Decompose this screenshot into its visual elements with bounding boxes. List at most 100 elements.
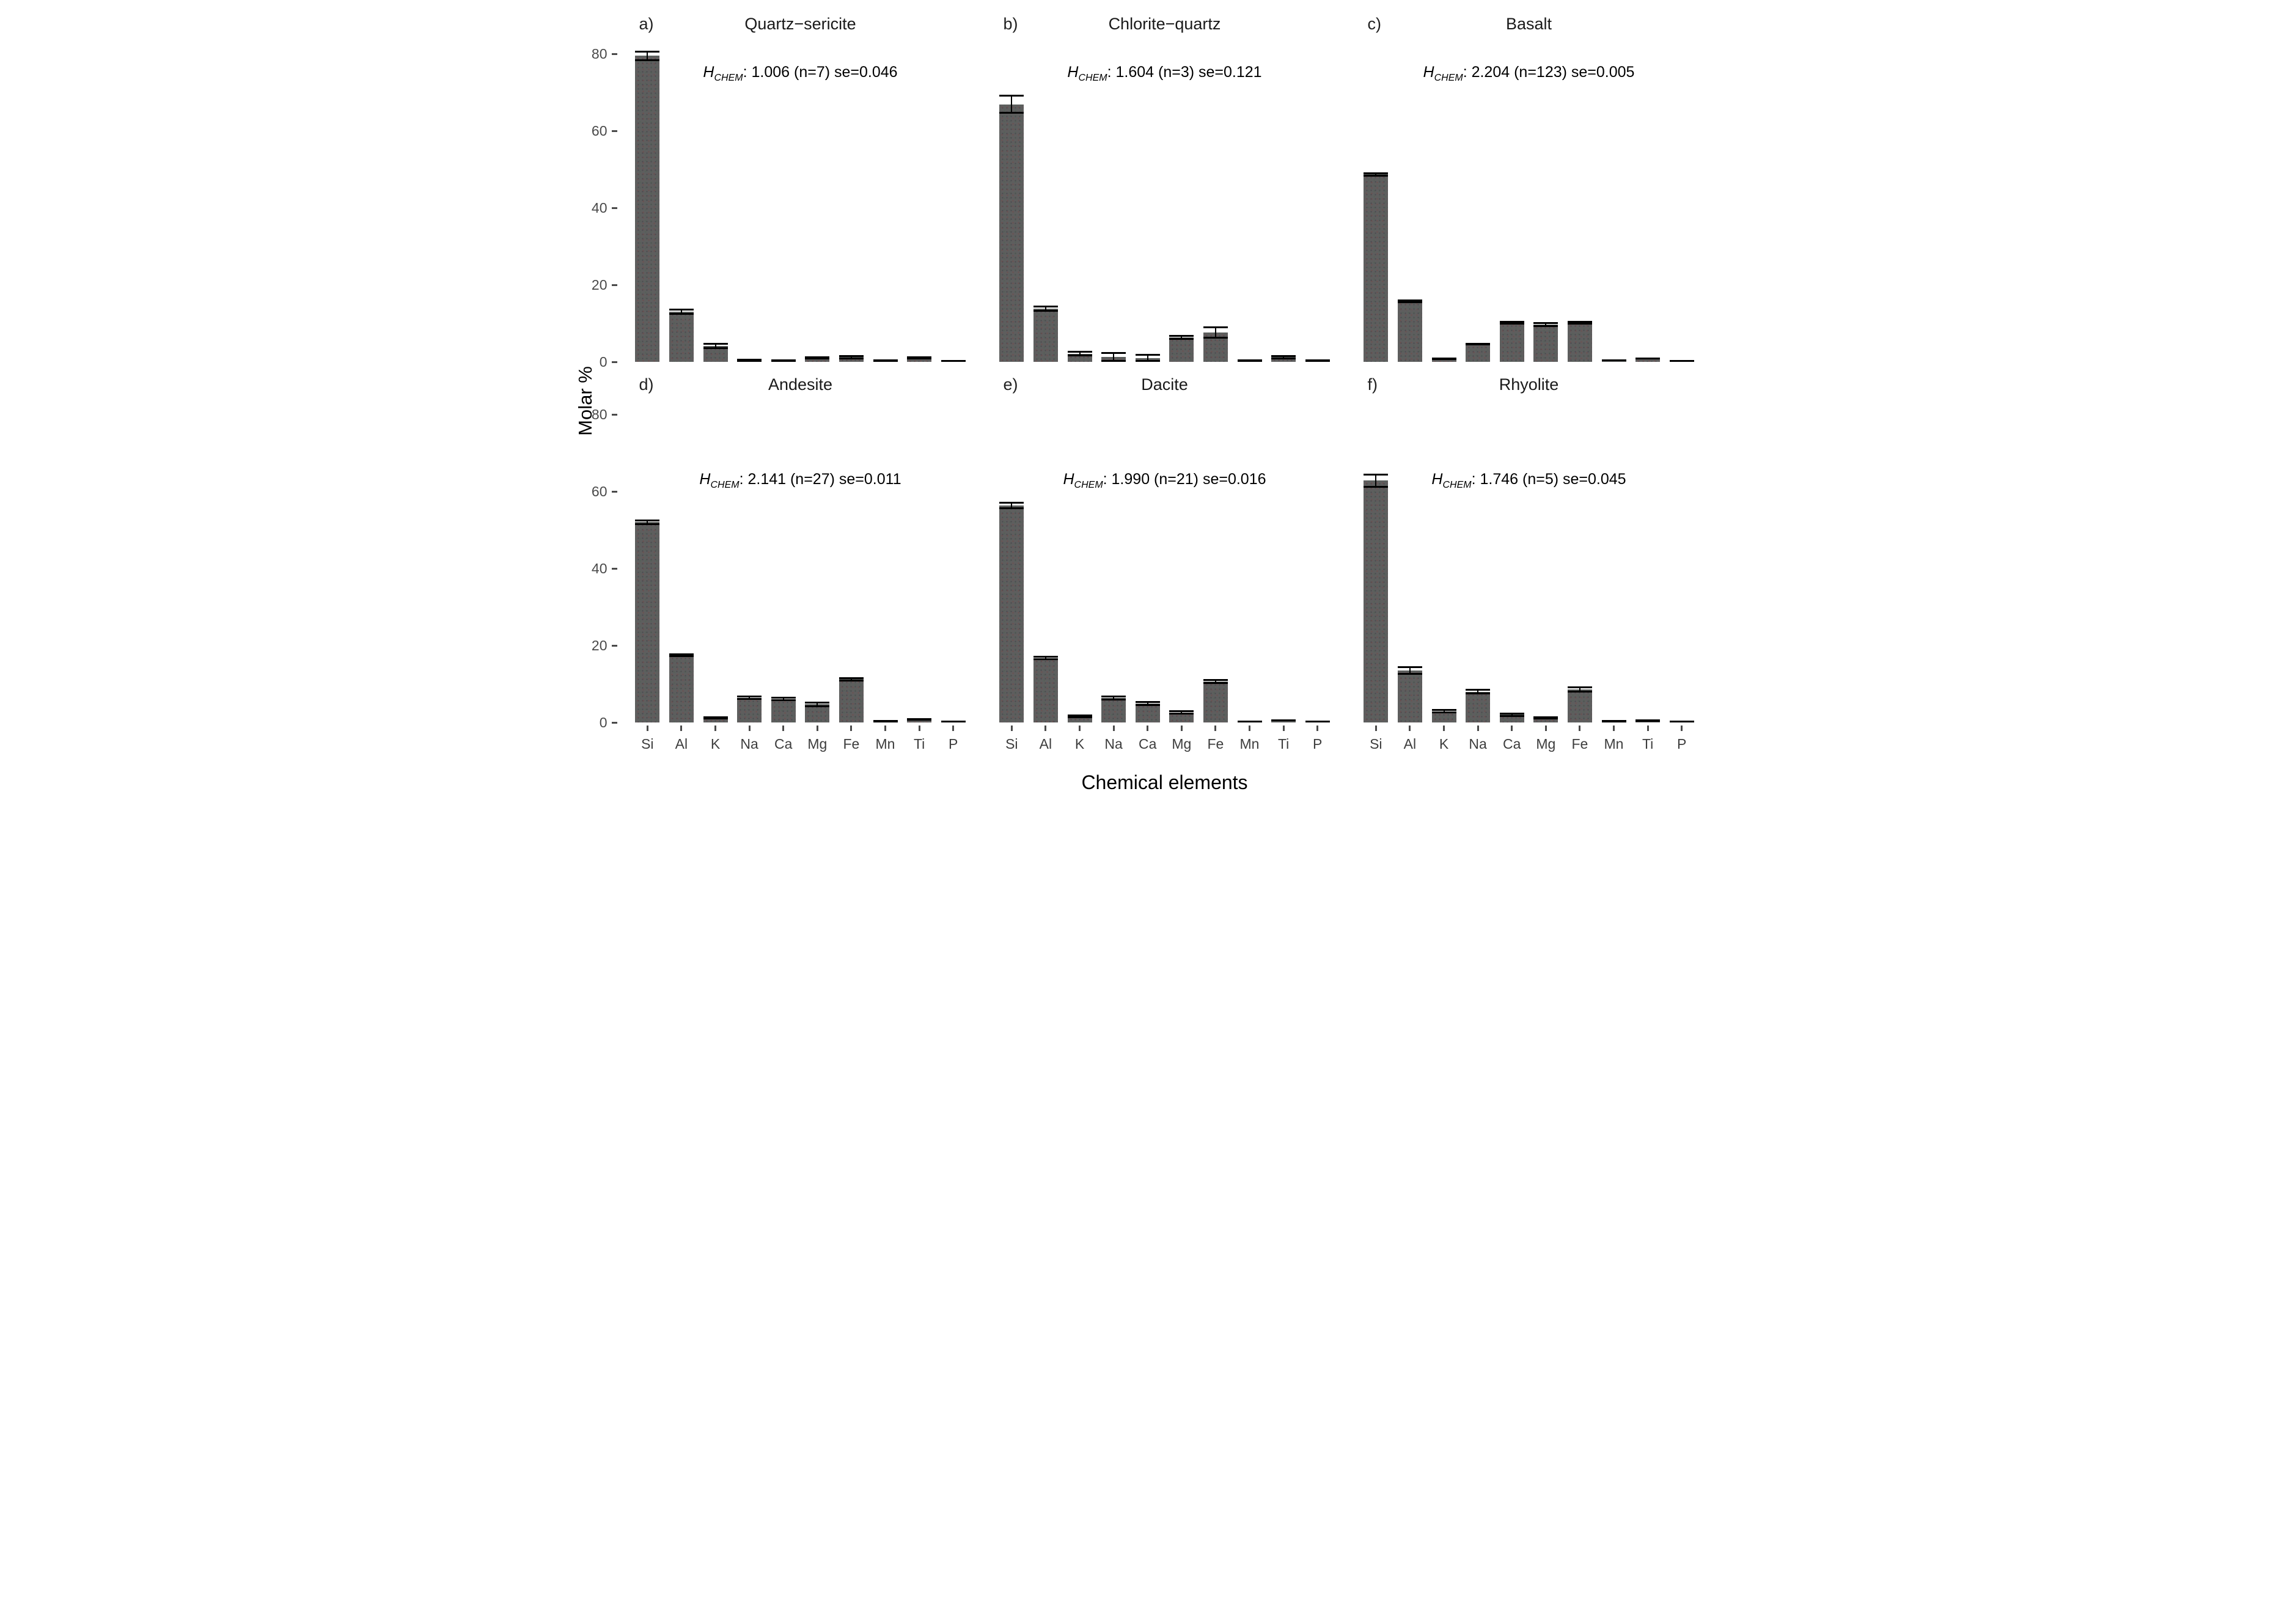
x-tick-label-ti: Ti xyxy=(1642,736,1654,752)
error-bar-cap-bottom xyxy=(1431,358,1456,361)
x-tick-mark xyxy=(816,726,818,731)
error-bar-cap-top xyxy=(1466,342,1491,345)
error-bar-cap-top xyxy=(1067,715,1092,717)
x-tick-label-fe: Fe xyxy=(1207,736,1224,752)
x-tick-mark xyxy=(1511,726,1513,731)
error-bar-cap-top xyxy=(1397,299,1422,302)
x-tick-mark xyxy=(748,726,751,731)
bar-al xyxy=(1397,670,1422,722)
y-tick-20: 20 xyxy=(572,638,617,653)
error-bar-cap-bottom xyxy=(1237,359,1262,362)
facet-row-1: a) Quartz−sericite HCHEM: 1.006 (n=7) se… xyxy=(572,9,1716,369)
y-tick-mark xyxy=(611,207,617,209)
error-bar-cap-top xyxy=(1397,666,1422,669)
x-axis-f: Si Al K Na Ca Mg Fe Mn Ti P xyxy=(1352,722,1706,765)
error-bar-line xyxy=(1375,173,1377,176)
error-bar-cap-top xyxy=(635,50,660,53)
x-tick-mark xyxy=(1409,726,1411,731)
panel-letter-f: f) xyxy=(1367,375,1378,394)
error-bar-line xyxy=(1181,336,1183,339)
error-bar-cap-top xyxy=(1271,355,1296,358)
panel-chlorite-quartz: b) Chlorite−quartz HCHEM: 1.604 (n=3) se… xyxy=(988,9,1342,362)
x-tick-mark xyxy=(714,726,716,731)
error-bar-cap-top xyxy=(1033,306,1058,308)
error-bar-cap-bottom xyxy=(1033,309,1058,312)
error-bar-cap-bottom xyxy=(1033,658,1058,661)
error-bar-cap-bottom xyxy=(1533,718,1558,720)
x-tick-label-na: Na xyxy=(740,736,758,752)
x-tick-label-p: P xyxy=(949,736,958,752)
x-tick-mark xyxy=(1282,726,1285,731)
error-bar-cap-bottom xyxy=(839,357,864,359)
error-bar-cap-bottom xyxy=(1397,672,1422,675)
panel-letter-b: b) xyxy=(1003,15,1018,33)
bar-na xyxy=(1466,691,1491,722)
error-bar-cap-top xyxy=(1203,679,1228,682)
error-bar-cap-top xyxy=(1135,353,1160,356)
error-bar-cap-bottom xyxy=(1364,174,1389,177)
x-tick-mark xyxy=(1375,726,1377,731)
bar-si xyxy=(999,104,1024,362)
error-bar-cap-bottom xyxy=(1567,691,1592,693)
error-bar-cap-top xyxy=(839,355,864,358)
error-bar-cap-bottom xyxy=(1466,344,1491,346)
bar-ti xyxy=(907,358,932,362)
x-tick-mark xyxy=(1579,726,1581,731)
error-bar-cap-top xyxy=(999,502,1024,504)
bar-na xyxy=(737,697,762,722)
y-tick-label: 80 xyxy=(591,45,608,62)
error-bar-cap-bottom xyxy=(907,358,932,360)
error-bar-cap-top xyxy=(737,696,762,698)
bar-fe xyxy=(839,357,864,362)
x-tick-label-ca: Ca xyxy=(1138,736,1157,752)
error-bar-line xyxy=(1545,323,1547,326)
hchem-annotation-f: HCHEM: 1.746 (n=5) se=0.045 xyxy=(1431,471,1626,490)
panel-letter-e: e) xyxy=(1003,375,1018,394)
error-bar-cap-bottom xyxy=(1601,359,1626,362)
error-bar-line xyxy=(1409,667,1411,674)
error-bar-line xyxy=(647,520,648,524)
x-tick-label-k: K xyxy=(1074,736,1085,752)
error-bar-line xyxy=(1147,355,1148,362)
panel-basalt: c) Basalt HCHEM: 2.204 (n=123) se=0.005 xyxy=(1352,9,1706,362)
x-tick-label-na: Na xyxy=(1469,736,1487,752)
error-bar-line xyxy=(782,697,784,700)
y-tick-label: 0 xyxy=(599,353,608,370)
error-bar-cap-bottom xyxy=(1567,322,1592,325)
panel-title-quartz-sericite: Quartz−sericite xyxy=(744,15,856,33)
error-bar-line xyxy=(1214,680,1216,683)
bar-al xyxy=(669,655,694,722)
error-bar-cap-bottom xyxy=(907,718,932,721)
y-tick-label: 20 xyxy=(591,637,608,653)
x-tick-mark xyxy=(850,726,853,731)
hchem-annotation-e: HCHEM: 1.990 (n=21) se=0.016 xyxy=(1063,471,1266,490)
x-axis-d: Si Al K Na Ca Mg Fe Mn Ti P xyxy=(623,722,978,765)
y-tick-40: 40 xyxy=(572,561,617,576)
error-bar-cap-bottom xyxy=(1067,355,1092,357)
error-bar-line xyxy=(1113,696,1115,700)
error-bar-line xyxy=(850,356,852,359)
plot-area-b: HCHEM: 1.604 (n=3) se=0.121 xyxy=(988,44,1342,362)
error-bar-cap-bottom xyxy=(1101,698,1126,700)
y-tick-label: 40 xyxy=(591,560,608,576)
x-tick-mark xyxy=(1010,726,1013,731)
plot-area-f: HCHEM: 1.746 (n=5) se=0.045 xyxy=(1352,405,1706,722)
y-tick-mark xyxy=(611,567,617,570)
bar-k xyxy=(1067,716,1092,722)
y-tick-mark xyxy=(611,721,617,724)
x-tick-label-mg: Mg xyxy=(1172,736,1192,752)
error-bar-cap-bottom xyxy=(1466,693,1491,695)
error-bar-cap-bottom xyxy=(635,523,660,526)
error-bar-line xyxy=(1511,713,1513,716)
error-bar-cap-bottom xyxy=(1067,716,1092,718)
y-tick-0: 0 xyxy=(572,355,617,369)
x-tick-label-fe: Fe xyxy=(1571,736,1588,752)
bar-al xyxy=(1033,658,1058,722)
error-bar-cap-top xyxy=(1101,695,1126,697)
y-tick-80: 80 xyxy=(572,46,617,61)
error-bar-cap-bottom xyxy=(737,359,762,362)
y-tick-label: 60 xyxy=(591,483,608,499)
x-tick-label-si: Si xyxy=(1005,736,1018,752)
error-bar-line xyxy=(1147,702,1148,705)
error-bar-cap-top xyxy=(1067,351,1092,353)
